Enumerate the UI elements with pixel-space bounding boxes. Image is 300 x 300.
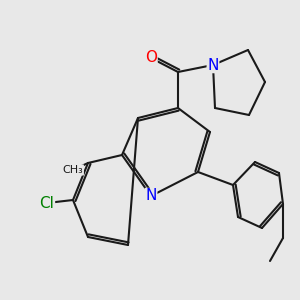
- Text: Cl: Cl: [40, 196, 54, 211]
- Text: O: O: [145, 50, 157, 65]
- Text: CH₃: CH₃: [63, 165, 83, 175]
- Text: N: N: [145, 188, 157, 203]
- Text: N: N: [207, 58, 219, 73]
